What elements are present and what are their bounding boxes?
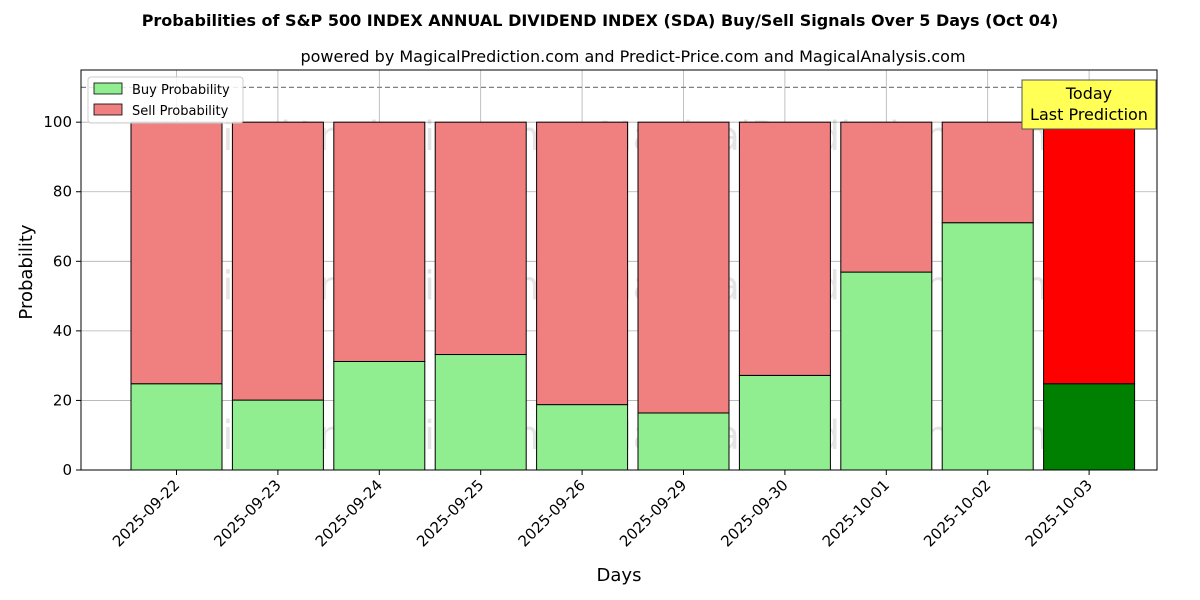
sell-bar bbox=[434, 121, 527, 356]
sell-bar bbox=[840, 121, 933, 273]
legend-buy-label: Buy Probability bbox=[132, 83, 230, 98]
y-tick-label: 0 bbox=[62, 461, 72, 479]
y-tick-label: 80 bbox=[53, 183, 72, 201]
y-axis-label: Probability bbox=[16, 224, 37, 319]
y-tick-label: 100 bbox=[43, 113, 72, 131]
legend-buy-swatch bbox=[93, 82, 123, 95]
buy-bar bbox=[333, 360, 426, 471]
sell-bar bbox=[738, 121, 831, 376]
x-tick-label: 2025-10-01 bbox=[819, 476, 893, 550]
x-tick-label: 2025-09-30 bbox=[717, 476, 791, 550]
legend-frame bbox=[87, 76, 244, 124]
x-tick-label: 2025-09-29 bbox=[616, 476, 690, 550]
y-tick-label: 20 bbox=[53, 391, 72, 409]
x-tick-label: 2025-10-03 bbox=[1022, 476, 1096, 550]
plot-frame bbox=[80, 69, 1158, 471]
y-axis-ticks: 0 20 40 60 80 100 bbox=[43, 113, 81, 479]
x-tick-label: 2025-10-02 bbox=[920, 476, 994, 550]
chart-subtitle: powered by MagicalPrediction.com and Pre… bbox=[300, 47, 965, 66]
buy-bar bbox=[637, 412, 730, 471]
legend-sell-swatch bbox=[93, 103, 123, 116]
chart-title: Probabilities of S&P 500 INDEX ANNUAL DI… bbox=[142, 11, 1059, 30]
buy-bar bbox=[434, 354, 527, 471]
x-tick-label: 2025-09-22 bbox=[109, 476, 183, 550]
legend: Buy Probability Sell Probability bbox=[87, 76, 244, 124]
y-tick-label: 40 bbox=[53, 322, 72, 340]
buy-bar bbox=[840, 271, 933, 471]
x-tick-label: 2025-09-23 bbox=[210, 476, 284, 550]
x-tick-label: 2025-09-26 bbox=[515, 476, 589, 550]
sell-bar bbox=[1043, 121, 1136, 385]
sell-bar bbox=[941, 121, 1034, 224]
x-tick-label: 2025-09-25 bbox=[413, 476, 487, 550]
x-tick-label: 2025-09-24 bbox=[312, 476, 386, 550]
sell-bar bbox=[637, 121, 730, 414]
legend-sell-label: Sell Probability bbox=[132, 104, 229, 119]
buy-bar bbox=[941, 222, 1034, 471]
today-annotation-line2: Last Prediction bbox=[1030, 105, 1148, 124]
buy-bar bbox=[1043, 383, 1136, 471]
today-annotation-line1: Today bbox=[1065, 84, 1112, 103]
today-annotation: Today Last Prediction bbox=[1021, 79, 1157, 130]
buy-bar bbox=[231, 399, 324, 471]
x-axis-label: Days bbox=[597, 565, 642, 586]
bars bbox=[130, 121, 1136, 471]
buy-bar bbox=[130, 383, 223, 471]
y-tick-label: 60 bbox=[53, 252, 72, 270]
sell-bar bbox=[333, 121, 426, 362]
sell-bar bbox=[231, 121, 324, 401]
today-annotation-box bbox=[1021, 79, 1157, 130]
sell-bar bbox=[536, 121, 629, 406]
sell-bar bbox=[130, 121, 223, 385]
buy-bar bbox=[738, 374, 831, 471]
x-axis-ticks: 2025-09-22 2025-09-23 2025-09-24 2025-09-25… bbox=[109, 470, 1096, 550]
buy-bar bbox=[536, 404, 629, 471]
